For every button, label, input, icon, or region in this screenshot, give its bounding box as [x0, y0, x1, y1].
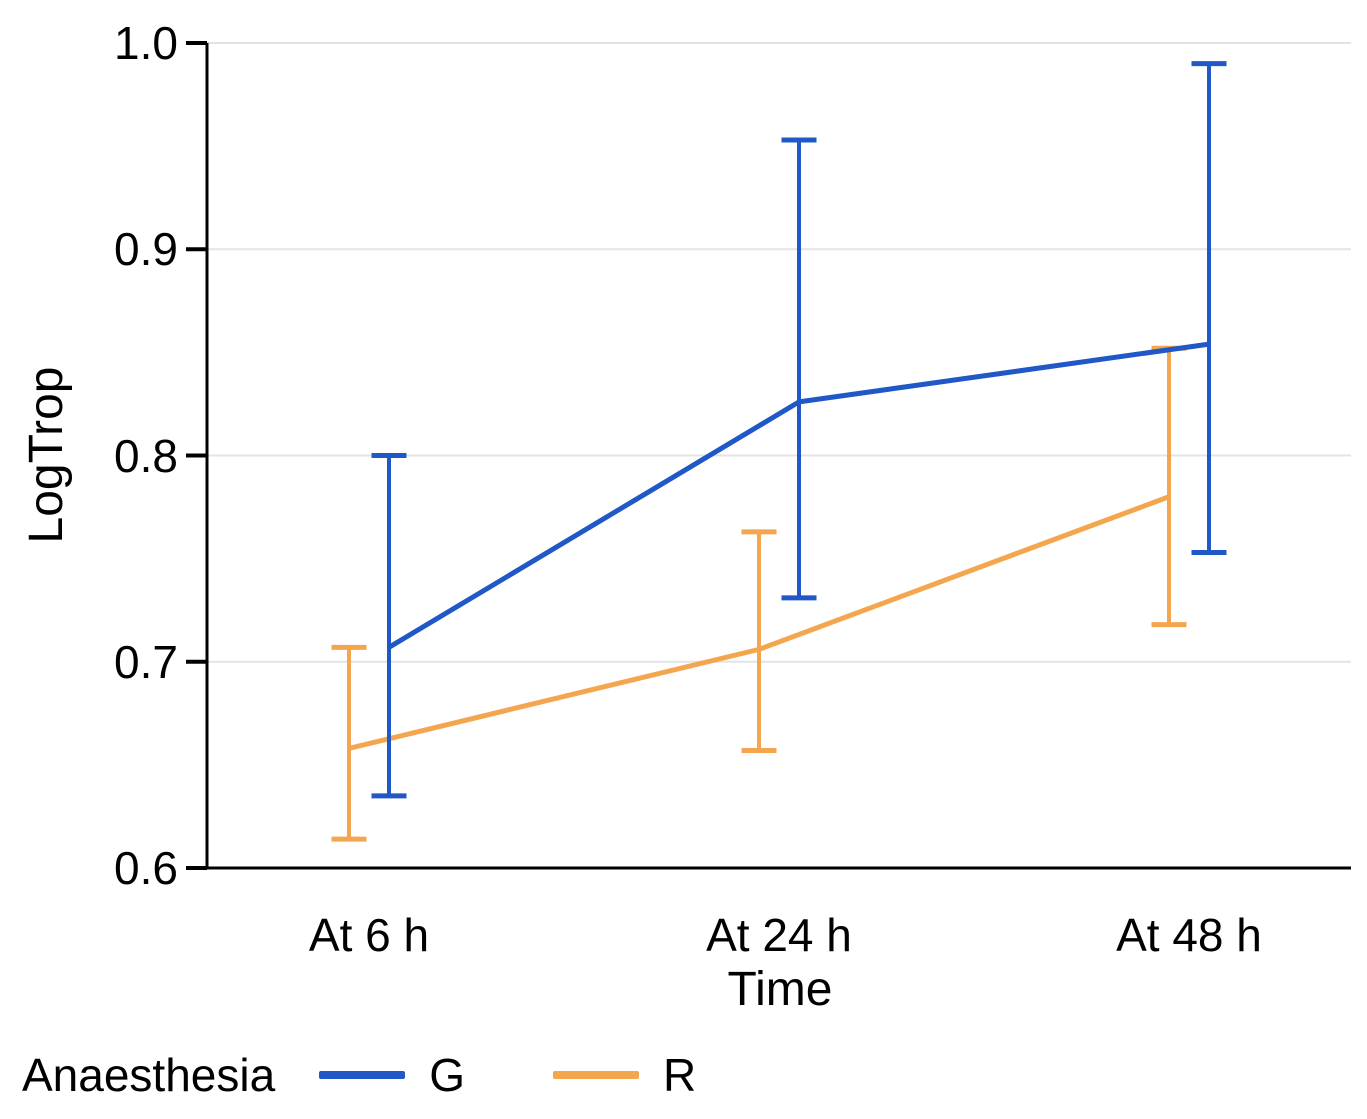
y-tick-label: 0.8 — [114, 429, 178, 482]
legend-label-g: G — [429, 1049, 465, 1101]
legend-title: Anaesthesia — [22, 1049, 276, 1101]
legend-swatch-g — [319, 1071, 406, 1079]
legend-swatch-r — [552, 1071, 639, 1079]
legend: Anaesthesia G R — [22, 1052, 696, 1098]
x-tick-label: At 24 h — [706, 909, 852, 961]
y-tick-label: 0.7 — [114, 635, 178, 688]
legend-item-r: R — [552, 1049, 697, 1101]
y-tick-label: 0.6 — [114, 842, 178, 894]
series-line-G — [387, 341, 1210, 650]
y-tick-label: 0.9 — [114, 223, 178, 276]
x-tick-label: At 48 h — [1116, 909, 1262, 961]
y-tick-label: 1.0 — [114, 17, 178, 69]
x-axis-title: Time — [727, 963, 833, 1016]
legend-label-r: R — [662, 1049, 697, 1101]
series-line-R — [348, 494, 1170, 751]
x-tick-label: At 6 h — [308, 909, 430, 961]
legend-item-g: G — [319, 1052, 465, 1098]
